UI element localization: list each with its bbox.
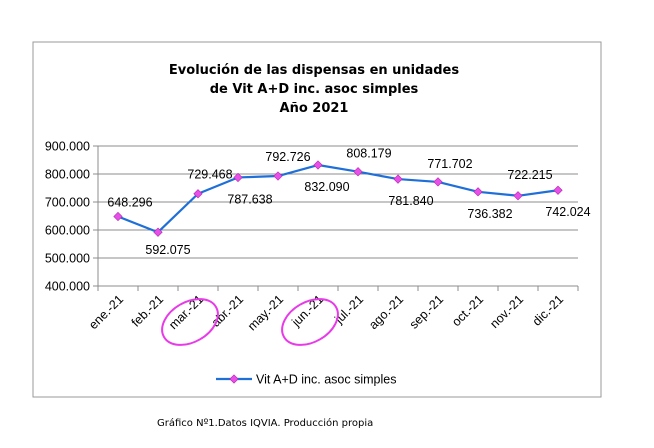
data-label: 787.638 (227, 192, 272, 206)
data-label: 792.726 (265, 150, 310, 164)
data-point-marker (273, 171, 283, 181)
series (113, 160, 563, 237)
chart-title-line: Año 2021 (280, 101, 349, 116)
chart-title-line: Evolución de las dispensas en unidades (169, 63, 459, 78)
data-label: 736.382 (467, 207, 512, 221)
y-tick-label: 600.000 (45, 224, 90, 238)
data-point-marker (193, 189, 203, 199)
data-point-marker (313, 160, 323, 170)
y-axis-tick-labels: 400.000 500.000 600.000 700.000 800.000 900.0… (45, 140, 90, 294)
data-label: 808.179 (346, 147, 391, 161)
legend: Vit A+D inc. asoc simples (216, 373, 396, 387)
chart-title-line: de Vit A+D inc. asoc simples (210, 82, 419, 97)
highlight-annotations (161, 298, 339, 346)
y-tick-label: 700.000 (45, 196, 90, 210)
data-point-marker (233, 172, 243, 183)
legend-marker (229, 374, 239, 384)
data-point-marker (113, 211, 123, 222)
figure-caption: Gráfico Nº1.Datos IQVIA. Producción prop… (157, 418, 374, 429)
data-point-marker (433, 177, 443, 187)
y-tick-label: 400.000 (45, 280, 90, 294)
data-label: 781.840 (388, 194, 433, 208)
data-label: 648.296 (107, 195, 152, 209)
data-point-marker (473, 187, 483, 197)
data-label: 832.090 (304, 180, 349, 194)
highlight-ellipse (161, 298, 219, 346)
data-point-marker (513, 191, 523, 201)
y-tick-label: 500.000 (45, 252, 90, 266)
data-point-marker (153, 227, 163, 237)
data-labels: 648.296 592.075 729.468 787.638 792.726 832.0… (107, 147, 590, 258)
y-tick-label: 900.000 (45, 140, 90, 154)
data-label: 771.702 (427, 157, 472, 171)
y-tick-label: 800.000 (45, 168, 90, 182)
data-label: 742.024 (545, 205, 590, 219)
legend-label: Vit A+D inc. asoc simples (256, 373, 396, 387)
series-line (117, 163, 559, 234)
data-label: 592.075 (145, 243, 190, 257)
data-label: 722.215 (507, 168, 552, 182)
chart-title: Evolución de las dispensas en unidades de… (169, 63, 459, 116)
data-point-marker (353, 167, 363, 177)
gridlines (93, 145, 579, 291)
data-point-marker (393, 174, 403, 184)
highlight-ellipse (281, 298, 339, 346)
data-point-marker (553, 185, 563, 195)
data-label: 729.468 (187, 168, 232, 182)
